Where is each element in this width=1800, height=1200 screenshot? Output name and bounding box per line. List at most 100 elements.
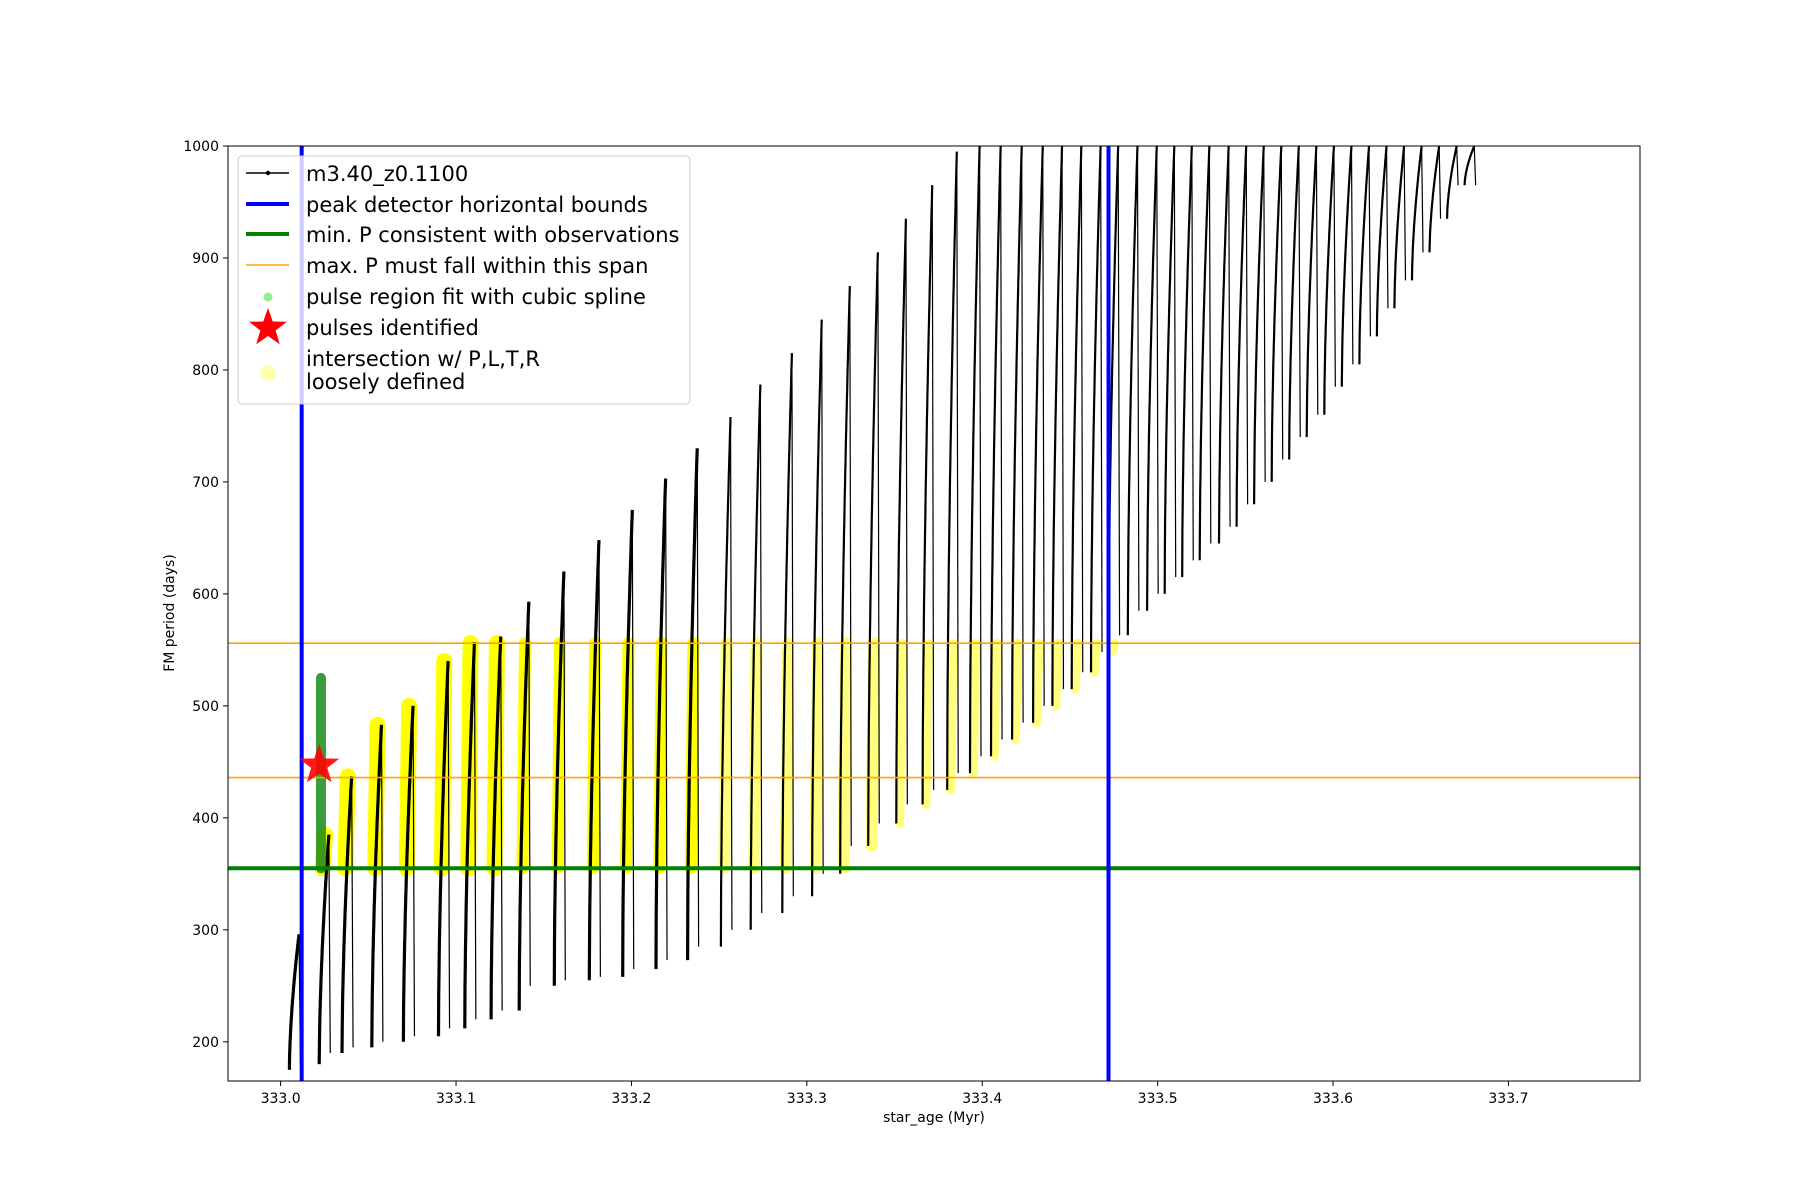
series-pulse <box>1145 145 1158 611</box>
legend-swatch-intersection <box>260 365 276 381</box>
series-drop <box>1208 145 1212 544</box>
series-drop <box>1080 145 1084 673</box>
series-drop <box>500 636 503 1011</box>
series-drop <box>1245 145 1249 505</box>
series-drop <box>665 478 668 961</box>
series-drop <box>729 416 733 930</box>
series-drop <box>1315 145 1319 415</box>
x-tick-label: 333.6 <box>1313 1091 1353 1107</box>
intersection-band <box>895 638 907 828</box>
series-drop <box>598 540 601 977</box>
intersection-band <box>968 638 981 778</box>
x-axis: 333.0 333.1 333.2 333.3 333.4 333.5 333.6 333.7 <box>261 1081 1528 1107</box>
x-tick-label: 333.2 <box>611 1091 651 1107</box>
series-drop <box>1385 145 1389 309</box>
series-drop <box>1173 145 1177 578</box>
series-drop <box>979 145 982 757</box>
series-pulse <box>1446 145 1458 219</box>
series-drop <box>956 151 959 774</box>
intersection-band <box>946 638 958 795</box>
series-pulse <box>489 636 503 1020</box>
y-axis-label: FM period (days) <box>162 554 178 672</box>
series-pulse <box>1010 145 1023 740</box>
series-drop <box>1368 145 1372 337</box>
series-drop <box>1456 145 1459 186</box>
series-pulse <box>587 540 601 981</box>
intersection-band <box>748 637 763 875</box>
series-drop <box>821 319 824 874</box>
series-pulse <box>946 151 958 790</box>
series-pulse <box>1051 145 1064 706</box>
pulse-star-layer <box>299 744 340 783</box>
series-drop <box>1136 145 1140 611</box>
series-drop <box>351 776 354 1048</box>
series-drop <box>1000 145 1003 740</box>
series-drop <box>905 218 908 805</box>
series-pulse <box>921 185 934 805</box>
series-drop <box>1403 145 1407 281</box>
legend-label-spline: pulse region fit with cubic spline <box>306 285 646 309</box>
intersection-band <box>809 637 824 875</box>
legend-label-min-p: min. P consistent with observations <box>306 223 679 247</box>
legend-swatch-spline <box>263 292 273 302</box>
series-pulse <box>287 934 301 1070</box>
series-pulse <box>1253 145 1265 505</box>
series-drop <box>1473 145 1477 186</box>
series-pulse <box>463 642 476 1029</box>
series-drop <box>877 252 880 824</box>
intersection-band <box>1010 638 1023 744</box>
intersection-band <box>1031 638 1044 728</box>
series-drop <box>791 353 794 897</box>
series-drop <box>696 448 700 947</box>
series-pulse <box>1070 145 1083 690</box>
series-drop <box>1280 145 1284 460</box>
series-pulse <box>1181 145 1193 578</box>
series-pulse <box>989 145 1002 757</box>
series-pulse <box>1393 145 1406 309</box>
legend-label-intersection-1: intersection w/ P,L,T,R <box>306 347 540 371</box>
y-tick-label: 700 <box>192 475 219 491</box>
series-drop <box>1042 145 1045 706</box>
series-drop <box>631 509 635 970</box>
intersection-band <box>921 638 933 809</box>
series-drop <box>1191 145 1194 561</box>
series-pulse <box>810 319 823 897</box>
x-tick-label: 333.4 <box>962 1091 1002 1107</box>
series-pulse <box>1163 145 1176 594</box>
legend-swatch-star-icon <box>249 308 287 345</box>
intersection-band <box>1051 638 1063 711</box>
plot-frame <box>227 145 1641 1082</box>
series-drop <box>1421 145 1424 253</box>
y-tick-label: 200 <box>192 1035 219 1051</box>
intersection-band <box>865 637 881 852</box>
intersection-band <box>718 637 733 875</box>
x-tick-label: 333.5 <box>1138 1091 1178 1107</box>
intersection-band <box>779 637 795 875</box>
series-pulse <box>1198 145 1211 561</box>
series-drop <box>1117 145 1121 636</box>
series-pulse <box>685 448 699 961</box>
x-axis-label: star_age (Myr) <box>883 1110 985 1126</box>
series-pulse <box>654 478 668 970</box>
y-tick-label: 600 <box>192 587 219 603</box>
series-drop <box>528 601 531 986</box>
series-pulse <box>552 571 566 986</box>
series-pulse <box>1323 145 1335 415</box>
series-pulse <box>401 705 415 1042</box>
y-tick-label: 800 <box>192 363 219 379</box>
series-pulse <box>781 353 793 914</box>
intersection-band <box>989 638 1002 761</box>
series-pulse <box>1340 145 1353 387</box>
series-drop <box>1438 145 1442 219</box>
series-layer <box>287 145 1477 1070</box>
intersection-band <box>684 637 700 875</box>
series-pulse <box>1410 145 1423 281</box>
intersection-band <box>1070 638 1082 694</box>
intersection-band <box>837 637 852 875</box>
series-pulse <box>1428 145 1441 253</box>
series-pulse <box>517 601 531 1011</box>
series-pulse <box>1126 145 1139 636</box>
series-drop <box>447 661 451 1029</box>
series-pulse <box>1463 145 1476 186</box>
series-drop <box>1263 145 1266 482</box>
